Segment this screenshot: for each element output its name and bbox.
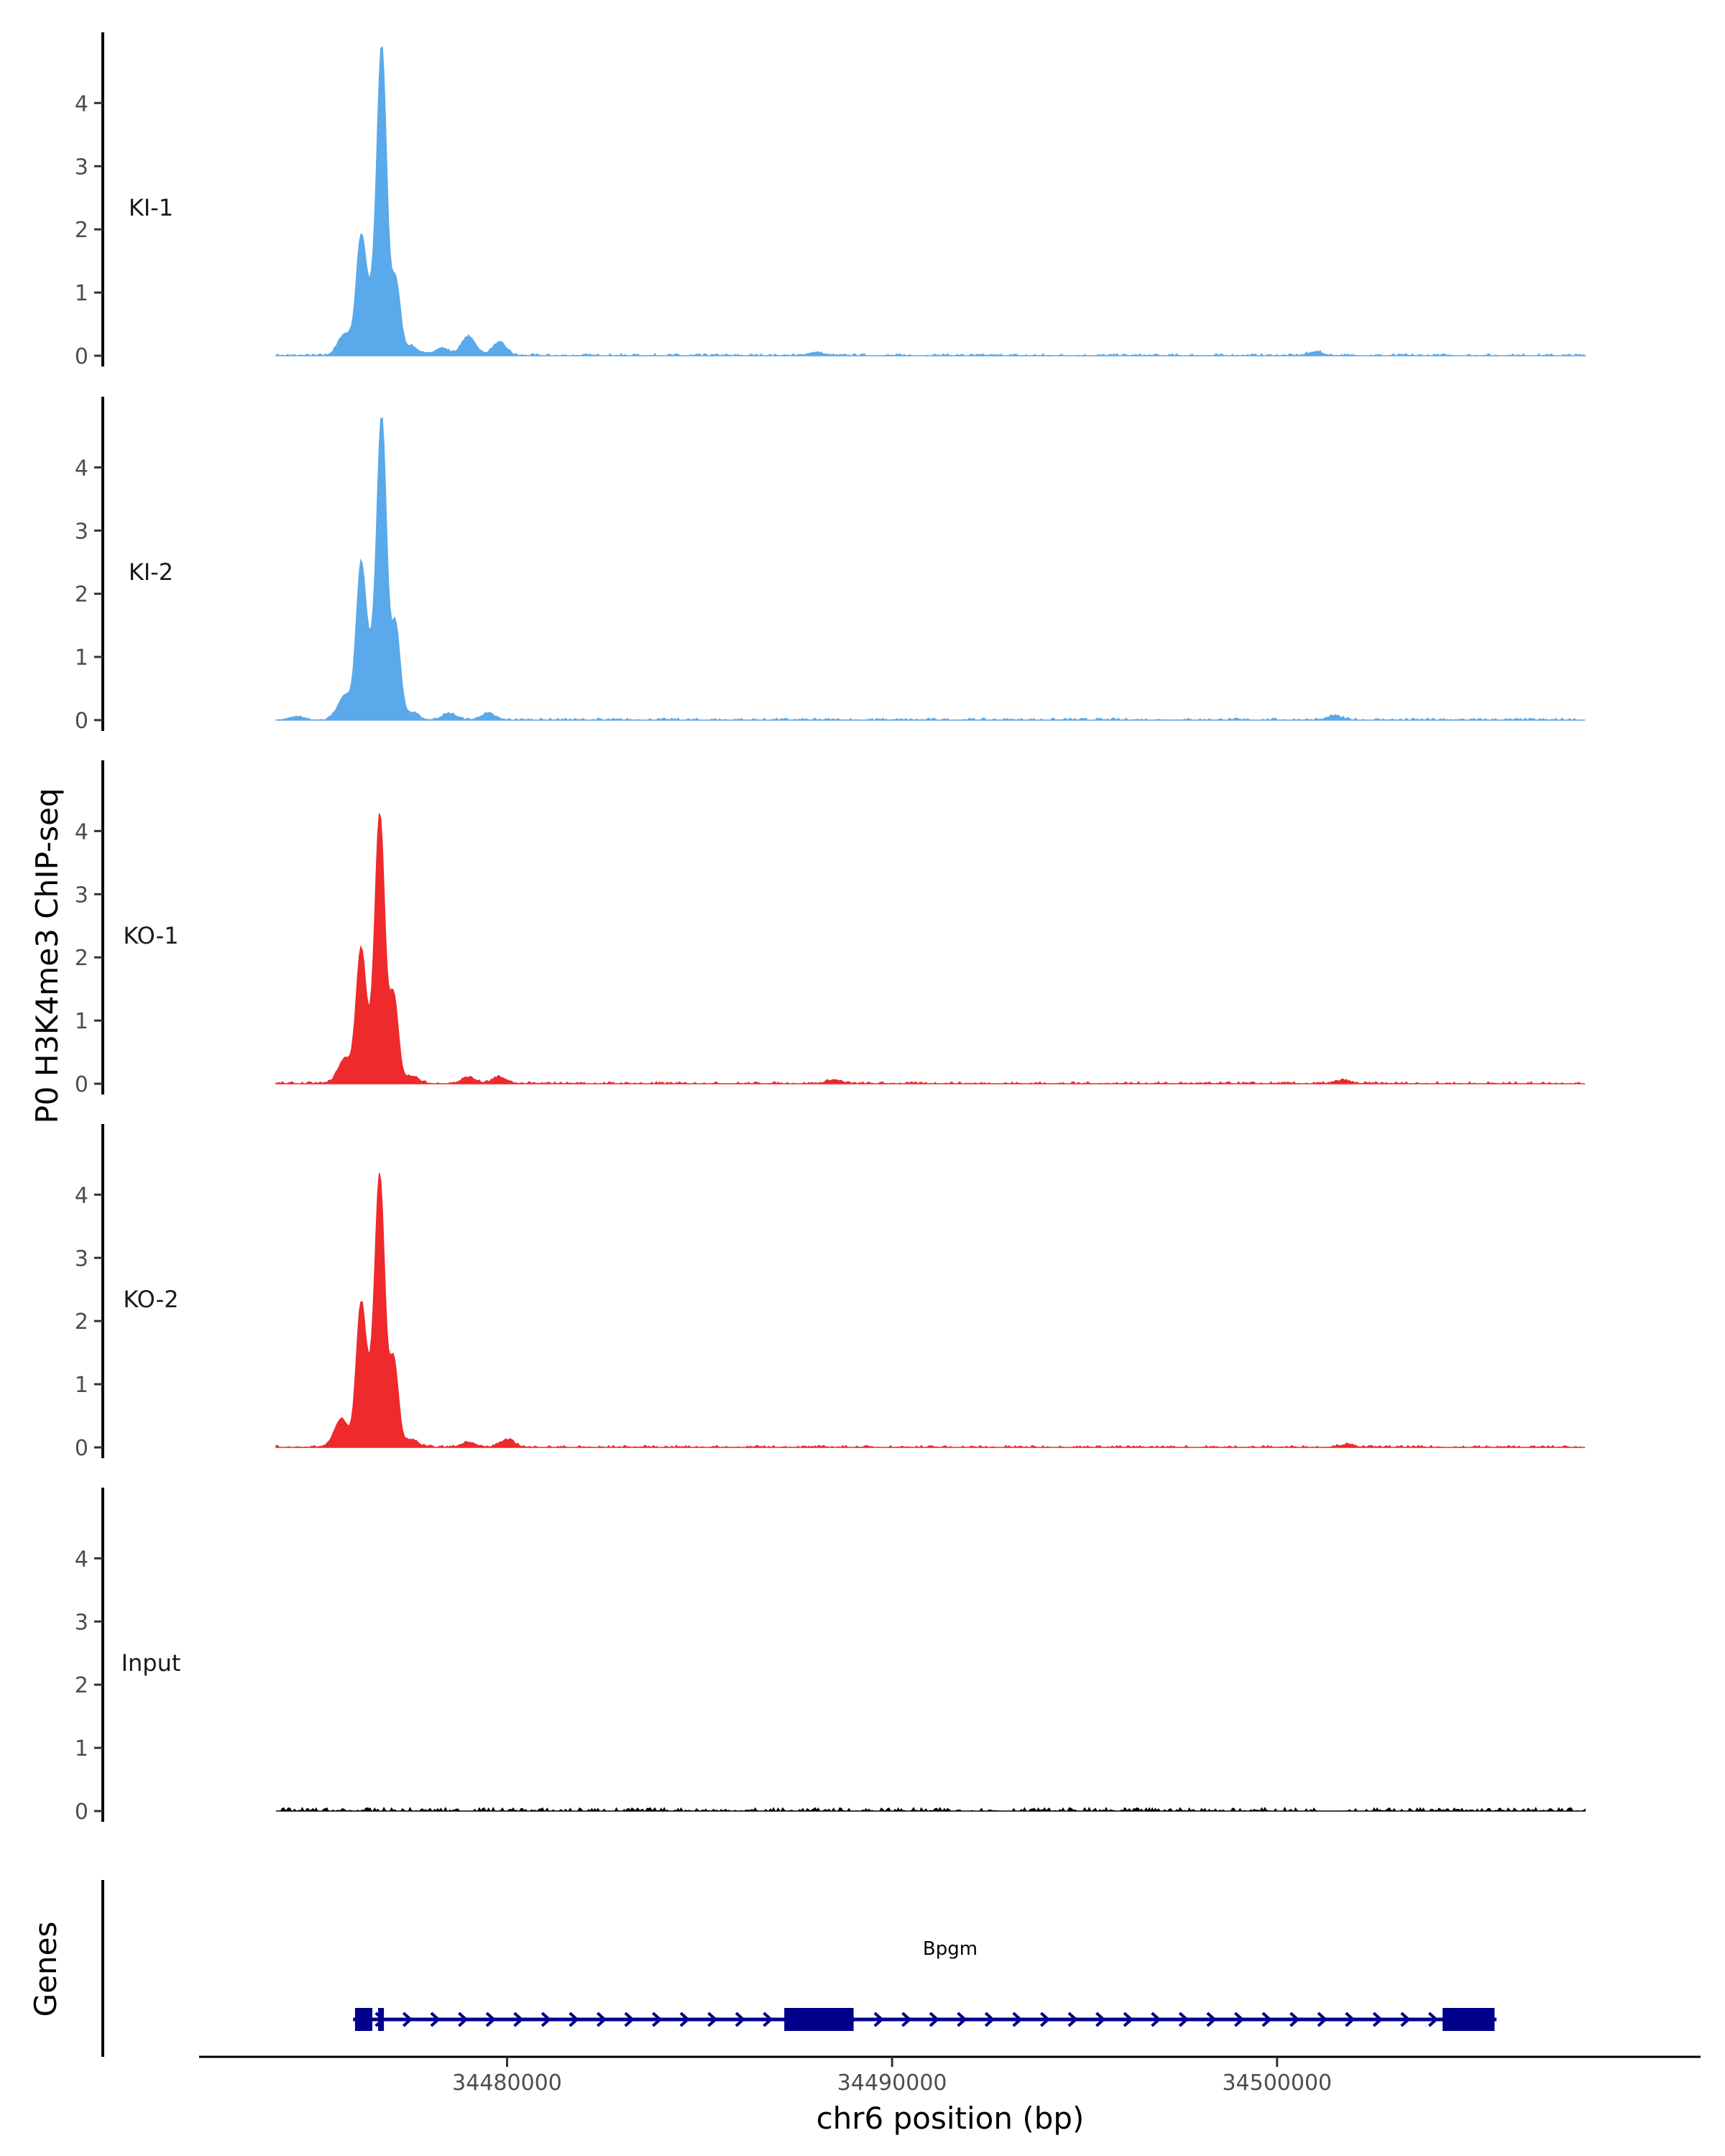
y-tick-label: 3 [75, 883, 88, 908]
x-ticks: 34480000 34490000 34500000 [452, 2057, 1332, 2096]
strand-arrow [1123, 2012, 1134, 2027]
signal-tracks: 0 1 2 3 4 KI-1 0 1 2 3 4 KI-2 0 1 2 3 4 KO-1 0 1 2 3 4 KO-2 0 1 2 3… [75, 32, 1587, 1825]
strand-arrow [873, 2012, 884, 2027]
x-tick-label: 34480000 [452, 2070, 562, 2096]
y-tick-label: 4 [75, 1547, 88, 1572]
y-tick-label: 4 [75, 456, 88, 481]
y-tick-label: 0 [75, 709, 88, 734]
x-axis-title: chr6 position (bp) [816, 2101, 1085, 2136]
y-tick-label: 0 [75, 1436, 88, 1461]
signal-area-ki-1 [275, 45, 1587, 357]
gene-exon [784, 2008, 854, 2031]
track-ko-1: 0 1 2 3 4 KO-1 [75, 760, 1586, 1097]
y-tick-label: 2 [75, 1673, 88, 1698]
y-tick-label: 3 [75, 519, 88, 544]
y-tick-label: 1 [75, 645, 88, 671]
strand-arrow [1261, 2012, 1272, 2027]
strand-arrow [540, 2012, 552, 2027]
strand-arrow [707, 2012, 718, 2027]
strand-arrow [1427, 2012, 1439, 2027]
gene-exon [354, 2008, 373, 2031]
y-tick-label: 2 [75, 218, 88, 243]
strand-arrow [735, 2012, 746, 2027]
y-tick-label: 3 [75, 1246, 88, 1271]
strand-arrow [984, 2012, 995, 2027]
y-axis-title: P0 H3K4me3 ChIP-seq [29, 788, 65, 1123]
strand-arrow [763, 2012, 773, 2027]
y-tick-label: 2 [75, 582, 88, 607]
strand-arrow [1151, 2012, 1162, 2027]
strand-arrow [1095, 2012, 1106, 2027]
strand-arrow [596, 2012, 607, 2027]
strand-arrow [679, 2012, 690, 2027]
track-label: Input [121, 1649, 181, 1677]
y-tick-label: 2 [75, 946, 88, 971]
signal-area-ko-2 [275, 1173, 1586, 1449]
y-tick-label: 1 [75, 1736, 88, 1761]
strand-arrow [901, 2012, 912, 2027]
gene-name-label: Bpgm [923, 1938, 978, 1960]
x-tick-label: 34490000 [837, 2070, 947, 2096]
track-label: KO-2 [123, 1286, 178, 1313]
strand-arrow [485, 2012, 497, 2027]
signal-area-ki-2 [275, 417, 1586, 722]
x-tick-label: 34500000 [1222, 2070, 1332, 2096]
track-input: 0 1 2 3 4 Input [75, 1488, 1586, 1825]
strand-arrow [1289, 2012, 1300, 2027]
track-label: KO-1 [123, 922, 178, 949]
y-tick-label: 3 [75, 1610, 88, 1635]
strand-arrow [458, 2012, 469, 2027]
gene-exon [1443, 2008, 1495, 2031]
y-tick-label: 4 [75, 91, 88, 116]
track-label: KI-1 [129, 194, 173, 221]
strand-arrow [402, 2012, 413, 2027]
strand-arrow [957, 2012, 967, 2027]
strand-arrow [1206, 2012, 1217, 2027]
y-tick-label: 0 [75, 1800, 88, 1825]
signal-area-input [276, 1806, 1586, 1812]
strand-arrow [929, 2012, 940, 2027]
strand-arrow [1317, 2012, 1328, 2027]
y-tick-label: 4 [75, 819, 88, 844]
strand-arrow [624, 2012, 635, 2027]
strand-arrow [652, 2012, 663, 2027]
y-tick-label: 1 [75, 1009, 88, 1034]
y-tick-label: 1 [75, 1373, 88, 1398]
y-tick-label: 4 [75, 1183, 88, 1208]
y-tick-label: 2 [75, 1309, 88, 1335]
y-tick-label: 0 [75, 344, 88, 369]
y-tick-label: 3 [75, 155, 88, 180]
strand-arrow [1040, 2012, 1051, 2027]
strand-arrow [1012, 2012, 1023, 2027]
y-tick-label: 1 [75, 281, 88, 306]
strand-arrow [569, 2012, 579, 2027]
strand-arrow [1233, 2012, 1245, 2027]
strand-arrow [1372, 2012, 1384, 2027]
strand-arrow [430, 2012, 441, 2027]
y-tick-label: 0 [75, 1072, 88, 1097]
strand-arrow [1400, 2012, 1411, 2027]
genes-track: Genes Bpgm [28, 1880, 1497, 2057]
gene-exon [378, 2008, 385, 2031]
track-label: KI-2 [129, 558, 173, 586]
strand-arrow [1178, 2012, 1190, 2027]
gene-model-bpgm [353, 2008, 1497, 2031]
track-ko-2: 0 1 2 3 4 KO-2 [75, 1124, 1586, 1461]
strand-arrow [1067, 2012, 1078, 2027]
strand-arrow [513, 2012, 524, 2027]
track-ki-2: 0 1 2 3 4 KI-2 [75, 397, 1586, 734]
track-ki-1: 0 1 2 3 4 KI-1 [75, 32, 1587, 369]
signal-area-ko-1 [275, 813, 1586, 1085]
strand-arrow [1345, 2012, 1356, 2027]
x-axis: 34480000 34490000 34500000 chr6 position (… [199, 2055, 1701, 2136]
genes-track-label: Genes [28, 1922, 63, 2017]
